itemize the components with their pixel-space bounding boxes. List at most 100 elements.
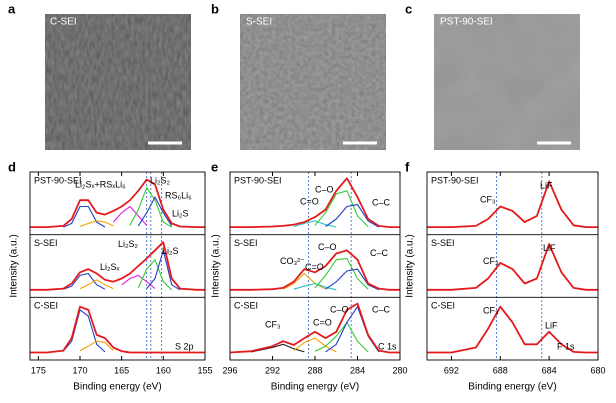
peak-label: CF₃ <box>483 306 499 316</box>
x-tick-label: 160 <box>156 365 171 375</box>
x-tick-label: 165 <box>114 365 129 375</box>
plot-frame <box>229 171 401 361</box>
x-tick-label: 292 <box>265 365 280 375</box>
fit-curve <box>230 249 400 291</box>
peak-label: C–C <box>372 305 391 315</box>
component-curve <box>293 337 337 353</box>
component-curve <box>79 220 114 228</box>
x-tick-label: 175 <box>31 365 46 375</box>
panel-label: S-SEI <box>34 238 58 248</box>
image-label: C-SEI <box>50 17 77 28</box>
panel-label: C-SEI <box>34 301 58 311</box>
y-axis-label: Intensity (a.u.) <box>211 234 222 297</box>
fit-curve <box>427 180 598 228</box>
fit-curve <box>230 177 400 228</box>
x-tick-label: 170 <box>72 365 87 375</box>
component-curve <box>79 279 114 290</box>
y-axis-label: Intensity (a.u.) <box>9 234 20 297</box>
peak-label: C–C <box>372 197 391 207</box>
image-label: S-SEI <box>246 17 272 28</box>
component-curve <box>314 257 369 290</box>
component-curve <box>293 220 337 228</box>
peak-label: C–O <box>315 184 334 194</box>
x-tick-label: 296 <box>222 365 237 375</box>
x-tick-label: 684 <box>542 365 557 375</box>
fit-curve <box>427 243 598 291</box>
component-curve <box>137 196 173 227</box>
peak-label: Li₂S₂ <box>118 239 139 249</box>
peak-label: Li₂Sₓ+RSₓLi₆ <box>75 179 126 189</box>
x-tick-label: 284 <box>350 365 365 375</box>
peak-label: C–O <box>318 242 337 252</box>
component-curve <box>121 274 156 290</box>
peak-label: CO₃²⁻ <box>280 256 305 266</box>
x-tick-label: 692 <box>444 365 459 375</box>
fit-curve <box>30 305 205 354</box>
panel-label: S-SEI <box>431 238 455 248</box>
component-curve <box>146 249 181 291</box>
peak-label: F 1s <box>557 342 575 352</box>
peak-label: Li₂S <box>162 246 179 256</box>
sem-image <box>240 14 386 150</box>
panel-letter: a <box>8 1 16 16</box>
panel-letter: c <box>405 1 412 16</box>
component-curve <box>129 187 172 228</box>
peak-label: RS₆Li₆ <box>165 190 192 200</box>
peak-label: C 1s <box>378 342 397 352</box>
component-curve <box>282 272 326 290</box>
component-curve <box>63 205 106 228</box>
component-curve <box>293 282 337 291</box>
peak-label: Li₂S <box>172 208 189 218</box>
x-tick-label: 288 <box>307 365 322 375</box>
component-curve <box>137 259 173 291</box>
peak-label: S 2p <box>175 342 194 352</box>
component-curve <box>314 321 369 353</box>
fit-curve <box>427 305 598 354</box>
component-curve <box>79 340 114 352</box>
x-tick-label: 688 <box>493 365 508 375</box>
component-curve <box>63 272 106 290</box>
sem-image <box>434 14 580 150</box>
peak-label: CF₃ <box>483 256 499 266</box>
image-label: PST-90-SEI <box>440 17 493 28</box>
peak-label: CF₃ <box>480 194 496 204</box>
y-axis-label: Intensity (a.u.) <box>405 234 416 297</box>
panel-letter: b <box>211 1 219 16</box>
component-curve <box>112 205 148 226</box>
panel-letter: f <box>405 159 410 174</box>
component-curve <box>251 343 305 353</box>
x-axis-label: Binding energy (eV) <box>73 382 161 393</box>
panel-label: PST-90-SEI <box>34 175 82 185</box>
plot-frame <box>426 171 599 361</box>
fit-curve <box>229 302 400 354</box>
peak-label: LiF <box>540 180 553 190</box>
component-curve <box>325 268 380 291</box>
x-tick-label: 155 <box>197 365 212 375</box>
x-tick-label: 280 <box>392 365 407 375</box>
peak-label: C=O <box>313 318 332 328</box>
peak-label: Li₂S₂ <box>150 175 171 185</box>
component-curve <box>62 309 106 353</box>
peak-label: Li₂Sₓ <box>100 262 120 272</box>
panel-letter: e <box>211 159 218 174</box>
panel-label: PST-90-SEI <box>431 175 479 185</box>
x-axis-label: Binding energy (eV) <box>468 382 556 393</box>
peak-label: C=O <box>305 262 324 272</box>
component-curve <box>314 190 369 227</box>
panel-label: C-SEI <box>234 301 258 311</box>
x-axis-label: Binding energy (eV) <box>271 382 359 393</box>
peak-label: LiF <box>545 321 558 331</box>
peak-label: LiF <box>543 243 556 253</box>
peak-label: C–O <box>330 305 349 315</box>
x-tick-label: 680 <box>590 365 605 375</box>
panel-label: C-SEI <box>431 301 455 311</box>
panel-letter: d <box>8 159 16 174</box>
peak-label: C=O <box>300 196 319 206</box>
peak-label: C–C <box>370 248 389 258</box>
peak-label: CF₃ <box>265 320 281 330</box>
fit-curve <box>30 241 205 291</box>
sem-image <box>45 14 191 150</box>
fit-curve <box>30 178 205 228</box>
panel-label: S-SEI <box>234 238 258 248</box>
